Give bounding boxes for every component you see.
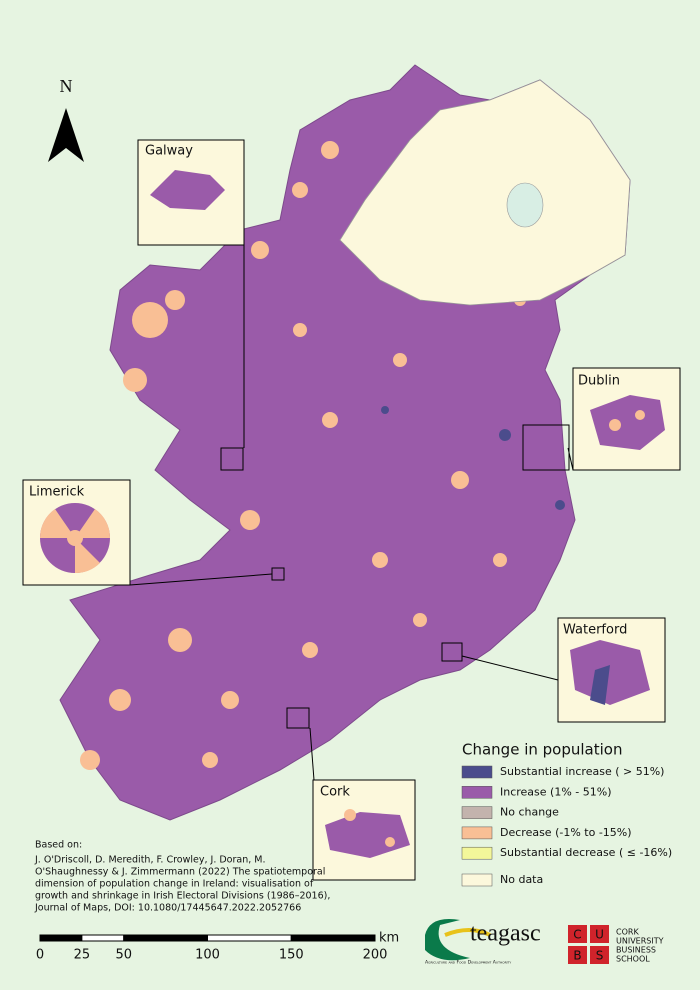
scale-segment xyxy=(39,934,83,942)
inset-dublin: Dublin xyxy=(572,367,681,471)
cubs-name: UNIVERSITY xyxy=(616,937,664,946)
teagasc-logo: teagasc Agriculture and Food Development… xyxy=(425,919,541,966)
inset-label: Cork xyxy=(320,785,350,800)
legend-swatch xyxy=(461,765,493,779)
scale-segment xyxy=(81,934,125,942)
legend-swatch xyxy=(461,806,493,819)
citation-line: Journal of Maps, DOI: 10.1080/17445647.2… xyxy=(34,903,301,914)
scale-label: 25 xyxy=(74,948,91,963)
lough-neagh xyxy=(506,182,544,228)
insets: Galway Dublin Limerick Waterford Cork xyxy=(22,139,681,881)
legend-label: Substantial increase ( > 51%) xyxy=(500,765,664,778)
cubs-letter: B xyxy=(573,949,581,963)
cubs-letter: C xyxy=(573,928,581,942)
citation-line: Based on: xyxy=(35,840,82,851)
north-arrow: N xyxy=(48,76,84,162)
north-label: N xyxy=(60,76,73,96)
scale-bar: 0 25 50 100 150 200 km xyxy=(36,931,399,963)
inset-label: Waterford xyxy=(563,623,627,638)
inset-waterford: Waterford xyxy=(557,617,666,723)
inset-cork: Cork xyxy=(312,779,416,881)
legend: Change in population Substantial increas… xyxy=(461,741,672,887)
legend-swatch xyxy=(461,873,493,887)
scale-label: 200 xyxy=(363,948,388,963)
legend-label: Decrease (-1% to -15%) xyxy=(500,826,632,839)
scale-label: 0 xyxy=(36,948,44,963)
legend-swatch xyxy=(461,846,493,860)
cubs-name: SCHOOL xyxy=(616,955,650,964)
scale-segment xyxy=(290,934,376,942)
citation-line: growth and shrinkage in Irish Electoral … xyxy=(35,891,330,902)
legend-swatch xyxy=(461,826,493,840)
legend-label: Substantial decrease ( ≤ -16%) xyxy=(500,846,672,859)
legend-swatch xyxy=(461,786,493,799)
scale-label: 100 xyxy=(195,948,220,963)
legend-label: Increase (1% - 51%) xyxy=(500,785,612,798)
teagasc-tagline: Agriculture and Food Development Authori… xyxy=(425,960,511,966)
inset-label: Galway xyxy=(145,144,193,159)
scale-segment xyxy=(123,934,208,942)
legend-title: Change in population xyxy=(462,741,622,759)
increase-patches xyxy=(381,406,565,510)
inset-connectors xyxy=(129,245,574,781)
cubs-name: BUSINESS xyxy=(616,946,656,955)
scale-unit: km xyxy=(379,931,399,946)
inset-galway: Galway xyxy=(137,139,245,246)
inset-label: Dublin xyxy=(578,374,620,389)
inset-label: Limerick xyxy=(29,485,85,500)
northern-ireland xyxy=(339,79,631,306)
citation: Based on: J. O'Driscoll, D. Meredith, F. … xyxy=(34,840,330,914)
inset-limerick: Limerick xyxy=(22,479,131,586)
cubs-tile xyxy=(590,946,609,964)
scale-segment xyxy=(207,934,292,942)
teagasc-name: teagasc xyxy=(470,921,541,947)
scale-label: 150 xyxy=(279,948,304,963)
cubs-letter: S xyxy=(596,949,604,963)
citation-line: J. O'Driscoll, D. Meredith, F. Crowley, … xyxy=(34,855,266,866)
cubs-name: CORK xyxy=(616,928,639,937)
legend-label: No change xyxy=(500,806,559,819)
cubs-letter: U xyxy=(595,928,604,942)
scale-label: 50 xyxy=(115,948,132,963)
citation-line: O'Shaughnessy & J. Zimmermann (2022) The… xyxy=(35,867,325,878)
cubs-tile xyxy=(568,946,587,964)
citation-line: dimension of population change in Irelan… xyxy=(35,879,314,890)
legend-label: No data xyxy=(500,873,543,886)
cubs-tile xyxy=(590,925,609,943)
cubs-tile xyxy=(568,925,587,943)
